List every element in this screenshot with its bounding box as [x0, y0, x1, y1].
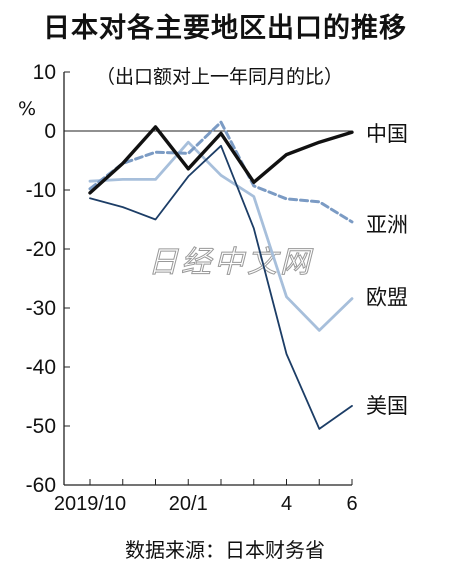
y-tick-label: 10: [33, 61, 56, 84]
data-source: 数据来源：日本财务省: [125, 538, 325, 562]
series-label: 美国: [366, 394, 408, 418]
y-tick-label: 0: [44, 120, 56, 143]
chart-title: 日本对各主要地区出口的推移: [43, 13, 407, 44]
y-tick-label: -30: [26, 297, 56, 320]
watermark: 日经中文网: [148, 245, 314, 281]
y-tick-label: -20: [26, 238, 56, 261]
series-label: 亚洲: [366, 213, 408, 237]
y-axis-unit: %: [18, 98, 37, 120]
x-tick-label: 2019/10: [54, 493, 126, 515]
chart-subtitle: （出口额对上一年同月的比）: [96, 66, 344, 88]
y-tick-label: -60: [26, 474, 56, 497]
watermark-text: 日经中文网: [148, 245, 314, 280]
y-tick-label: -50: [26, 415, 56, 438]
series-line-3: [89, 144, 353, 430]
series-line-1: [88, 120, 354, 224]
x-tick-label: 4: [281, 493, 292, 515]
x-tick-label: 6: [346, 493, 357, 515]
x-tick-label: 20/1: [169, 493, 208, 515]
series-line-2: [88, 140, 354, 332]
series-lines: [88, 120, 354, 430]
y-tick-label: -10: [26, 179, 56, 202]
y-tick-label: -40: [26, 356, 56, 379]
series-label: 中国: [366, 122, 408, 146]
series-label: 欧盟: [366, 286, 408, 310]
series-line-0: [88, 125, 354, 195]
